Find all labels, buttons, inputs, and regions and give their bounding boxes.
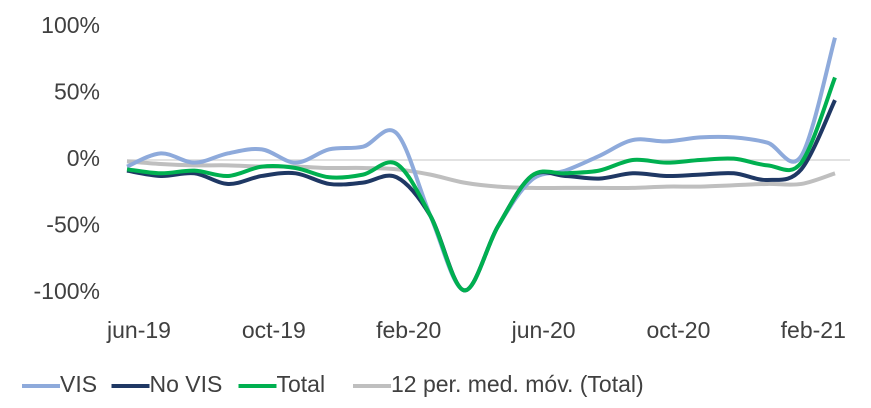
x-tick-label: feb-21 [781,317,846,343]
legend-label: 12 per. med. móv. (Total) [391,371,644,397]
x-tick-label: oct-19 [242,317,306,343]
y-tick-label: 50% [54,79,100,105]
legend-label: Total [277,371,326,397]
x-tick-label: oct-20 [646,317,710,343]
y-tick-label: 100% [41,12,100,38]
y-tick-label: -50% [46,212,100,238]
x-tick-label: jun-20 [511,317,576,343]
x-tick-label: jun-19 [106,317,171,343]
x-tick-label: feb-20 [376,317,441,343]
line-series [126,76,837,293]
legend-label: No VIS [150,371,223,397]
y-tick-label: -100% [34,278,100,304]
y-tick-label: 0% [67,145,100,171]
legend-label: VIS [60,371,97,397]
line-series [126,159,836,191]
